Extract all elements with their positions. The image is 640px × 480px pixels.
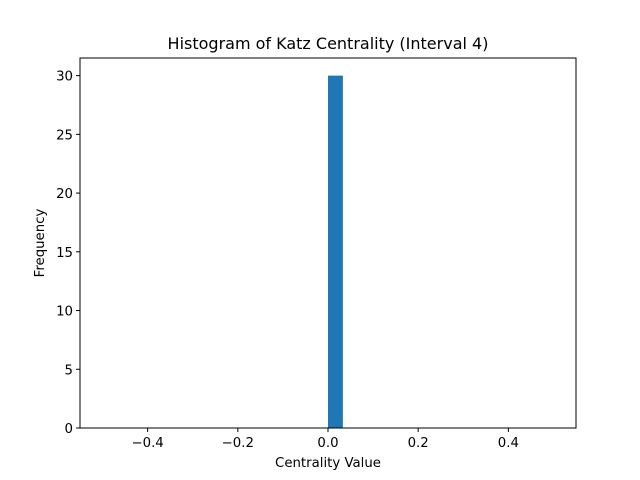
x-tick-label: −0.2	[222, 436, 254, 451]
plot-area: −0.4 −0.2 0.0 0.2 0.4 0 5 10 15 20 25 30	[56, 57, 577, 451]
y-tick-label: 0	[65, 422, 73, 437]
y-axis-ticks: 0 5 10 15 20 25 30	[56, 70, 80, 437]
y-tick-label: 20	[56, 187, 73, 202]
chart-title: Histogram of Katz Centrality (Interval 4…	[168, 34, 489, 53]
y-tick-label: 5	[65, 363, 73, 378]
x-tick-label: −0.4	[131, 436, 163, 451]
x-axis-ticks: −0.4 −0.2 0.0 0.2 0.4	[131, 428, 519, 451]
y-tick-label: 15	[56, 246, 73, 261]
x-axis-label: Centrality Value	[275, 456, 381, 471]
y-tick-label: 10	[56, 305, 73, 320]
y-tick-label: 30	[56, 70, 73, 85]
histogram-bar-0	[328, 75, 343, 428]
x-tick-label: 0.4	[498, 436, 519, 451]
x-tick-label: 0.0	[317, 436, 338, 451]
x-tick-label: 0.2	[408, 436, 429, 451]
y-tick-label: 25	[56, 128, 73, 143]
y-axis-label: Frequency	[33, 209, 48, 278]
bars	[328, 75, 343, 428]
